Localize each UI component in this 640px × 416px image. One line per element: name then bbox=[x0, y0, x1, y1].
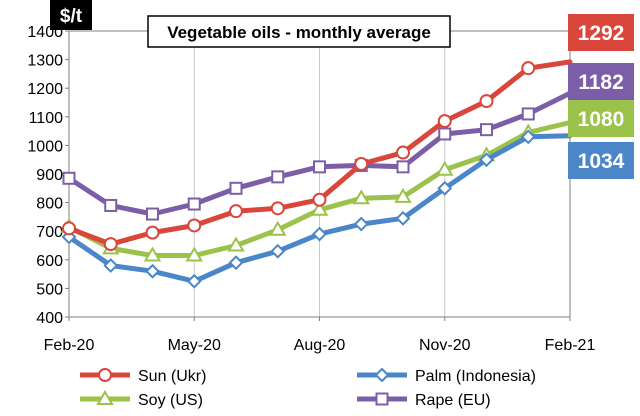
data-point-rape bbox=[480, 123, 493, 137]
y-tick-label: 800 bbox=[36, 196, 63, 213]
data-point-soy bbox=[352, 189, 370, 205]
end-label-soy: 1080 bbox=[578, 108, 625, 131]
data-point-palm bbox=[520, 129, 536, 145]
series-soy bbox=[60, 120, 573, 262]
data-point-sun bbox=[354, 156, 369, 171]
data-point-sun bbox=[187, 218, 202, 233]
unit-label-box bbox=[50, 0, 92, 30]
data-point-rape bbox=[271, 170, 285, 184]
data-point-sun bbox=[479, 94, 494, 109]
grid-layer bbox=[68, 31, 571, 317]
x-tick-label: Feb-21 bbox=[545, 337, 596, 354]
data-point-palm bbox=[395, 210, 411, 226]
data-point-sun bbox=[103, 237, 118, 252]
data-point-rape bbox=[521, 107, 535, 121]
end-label-palm: 1034 bbox=[578, 150, 625, 173]
data-point-rape bbox=[396, 160, 410, 174]
legend-label-palm: Palm (Indonesia) bbox=[415, 368, 536, 385]
legend: Sun (Ukr) Palm (Indonesia) Soy (US) Rape (E… bbox=[80, 367, 536, 409]
y-tick-label: 1300 bbox=[27, 53, 63, 70]
data-point-sun bbox=[396, 145, 410, 160]
data-point-rape bbox=[438, 127, 452, 141]
y-tick-label: 900 bbox=[36, 167, 63, 184]
y-tick-label: 1000 bbox=[27, 138, 63, 155]
legend-marker-sun bbox=[98, 368, 112, 382]
end-label-sun: 1292 bbox=[578, 22, 625, 45]
data-point-soy bbox=[185, 246, 203, 262]
data-point-sun bbox=[437, 114, 452, 129]
legend-item-rape: Rape (EU) bbox=[357, 392, 491, 409]
series-palm bbox=[61, 129, 573, 289]
legend-marker-palm bbox=[374, 367, 390, 383]
data-point-palm bbox=[145, 263, 160, 279]
data-point-soy bbox=[143, 246, 162, 262]
series-layer bbox=[60, 59, 573, 289]
data-point-soy bbox=[310, 200, 329, 216]
legend-label-soy: Soy (US) bbox=[138, 392, 203, 409]
data-point-palm bbox=[479, 152, 494, 168]
end-label-box-palm bbox=[568, 142, 634, 179]
data-point-rape bbox=[62, 171, 76, 185]
data-point-sun bbox=[312, 192, 327, 207]
legend-label-sun: Sun (Ukr) bbox=[138, 368, 206, 385]
end-label-box-soy bbox=[568, 100, 634, 137]
end-label-rape: 1182 bbox=[578, 71, 624, 94]
legend-label-rape: Rape (EU) bbox=[415, 392, 491, 409]
legend-item-palm: Palm (Indonesia) bbox=[357, 367, 536, 385]
chart-title: Vegetable oils - monthly average bbox=[167, 23, 431, 42]
axis-layer: 40050060070080090010001100120013001400Fe… bbox=[27, 24, 595, 354]
legend-marker-rape bbox=[375, 392, 389, 406]
end-label-layer: 1292 1182 1080 1034 bbox=[568, 14, 634, 179]
y-tick-label: 1200 bbox=[27, 81, 63, 98]
legend-marker-soy bbox=[96, 390, 114, 405]
data-point-rape bbox=[146, 207, 159, 221]
y-tick-label: 600 bbox=[36, 253, 63, 270]
data-point-palm bbox=[353, 216, 369, 232]
title-layer: Vegetable oils - monthly average $/t bbox=[50, 0, 451, 48]
data-point-palm bbox=[103, 258, 119, 273]
data-point-sun bbox=[270, 201, 285, 216]
data-point-rape bbox=[187, 197, 201, 211]
y-tick-label: 700 bbox=[36, 224, 63, 241]
x-tick-label: Feb-20 bbox=[44, 337, 95, 354]
data-point-sun bbox=[62, 221, 76, 236]
data-point-sun bbox=[145, 225, 160, 240]
data-point-rape bbox=[229, 181, 243, 195]
x-tick-label: Aug-20 bbox=[294, 337, 346, 354]
data-point-palm bbox=[186, 273, 202, 289]
series-sun bbox=[62, 59, 573, 252]
y-tick-label: 400 bbox=[36, 310, 63, 327]
data-point-palm bbox=[312, 226, 327, 242]
x-tick-label: Nov-20 bbox=[419, 337, 471, 354]
data-point-palm bbox=[437, 180, 453, 196]
x-tick-label: May-20 bbox=[168, 337, 221, 354]
unit-label: $/t bbox=[60, 6, 83, 27]
chart-title-box bbox=[147, 15, 451, 48]
legend-item-soy: Soy (US) bbox=[80, 390, 203, 409]
data-point-soy bbox=[394, 187, 412, 203]
end-label-box-rape bbox=[568, 63, 634, 100]
data-point-soy bbox=[436, 160, 454, 176]
data-point-sun bbox=[229, 204, 243, 219]
data-point-soy bbox=[269, 220, 287, 236]
y-tick-label: 500 bbox=[36, 281, 63, 298]
legend-item-sun: Sun (Ukr) bbox=[80, 368, 206, 385]
data-point-sun bbox=[521, 61, 536, 76]
data-point-palm bbox=[270, 243, 286, 259]
data-point-rape bbox=[104, 198, 118, 212]
data-point-soy bbox=[227, 236, 245, 252]
data-point-palm bbox=[228, 255, 244, 271]
data-point-rape bbox=[313, 160, 326, 174]
end-label-box-sun bbox=[568, 14, 634, 51]
y-tick-label: 1100 bbox=[29, 110, 64, 127]
